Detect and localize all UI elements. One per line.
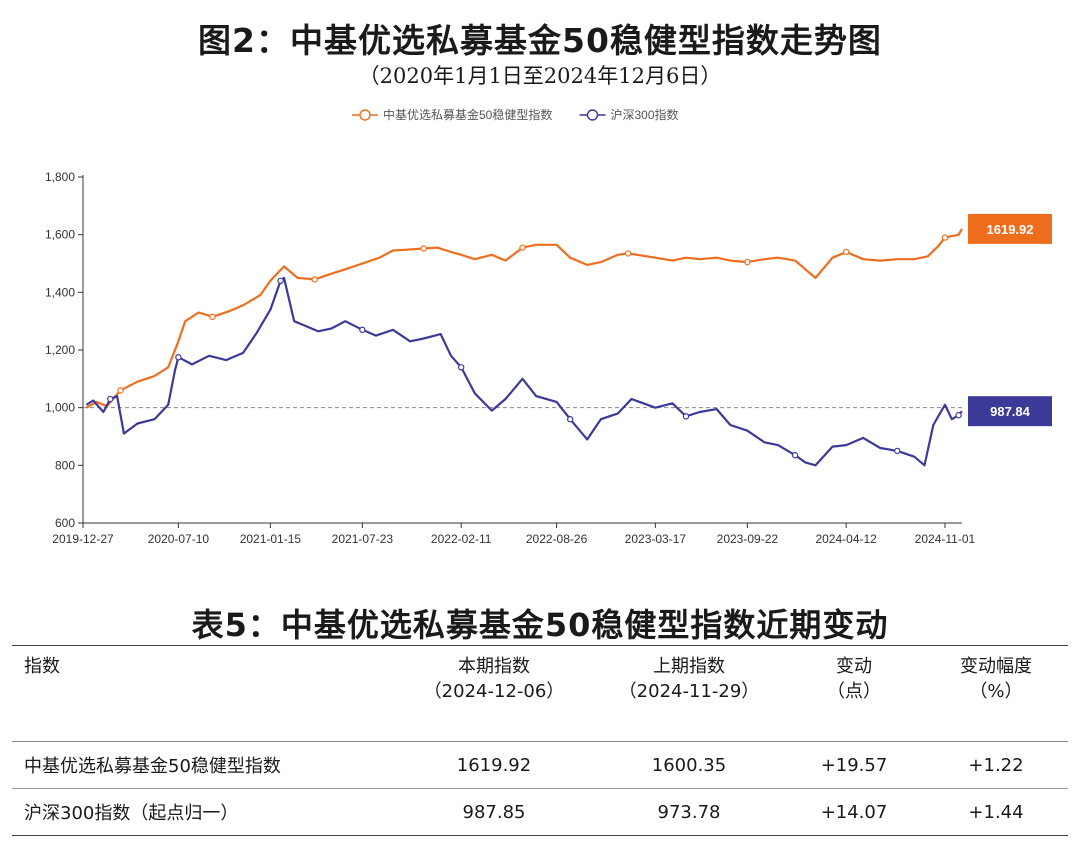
x-tick-label: 2020-07-10 xyxy=(148,532,210,546)
figure-subtitle: （2020年1月1日至2024年12月6日） xyxy=(358,64,722,88)
x-tick-label: 2024-11-01 xyxy=(915,532,976,546)
change-table: 指数 本期指数 （2024-12-06） 上期指数 （2024-11-29） 变… xyxy=(12,645,1068,836)
y-tick-label: 1,800 xyxy=(45,170,75,184)
table-row: 中基优选私募基金50稳健型指数 1619.92 1600.35 +19.57 +… xyxy=(12,741,1068,789)
line-chart: 600 800 1,000 1,200 1,400 1,600 1,800 2019-12-2… xyxy=(45,107,1052,546)
x-tick-label: 2023-03-17 xyxy=(625,532,687,546)
series-marker xyxy=(842,248,850,256)
header-previous: 上期指数 （2024-11-29） xyxy=(594,645,784,742)
cell-change: +19.57 xyxy=(784,741,924,789)
series-marker xyxy=(117,387,124,394)
cell-change: +14.07 xyxy=(784,788,924,836)
series-marker xyxy=(175,354,182,361)
series-marker xyxy=(566,416,574,423)
cell-previous: 1600.35 xyxy=(594,741,784,789)
x-tick-label: 2022-08-26 xyxy=(526,532,588,546)
end-value-label: 987.84 xyxy=(990,404,1031,419)
series-marker xyxy=(311,276,318,283)
cell-change-pct: +1.44 xyxy=(924,788,1068,836)
x-tick-label: 2023-09-22 xyxy=(717,532,779,546)
y-tick-label: 800 xyxy=(55,458,75,472)
series-marker xyxy=(359,326,366,334)
series-marker xyxy=(941,234,949,241)
header-index-name: 指数 xyxy=(12,645,394,742)
series-marker xyxy=(955,412,962,419)
x-tick-label: 2021-01-15 xyxy=(240,532,302,546)
legend-marker xyxy=(359,109,371,121)
series-marker xyxy=(277,277,284,284)
table-header-row: 指数 本期指数 （2024-12-06） 上期指数 （2024-11-29） 变… xyxy=(12,645,1068,742)
series-marker xyxy=(457,364,465,371)
y-tick-label: 1,000 xyxy=(45,401,75,415)
series-marker xyxy=(209,313,216,321)
x-tick-label: 2021-07-23 xyxy=(332,532,394,546)
series-marker xyxy=(791,452,799,459)
end-value-box xyxy=(968,213,1052,244)
cell-index-name: 沪深300指数（起点归一） xyxy=(12,788,394,836)
legend-marker xyxy=(586,109,599,121)
end-value-box xyxy=(968,396,1052,427)
x-tick-label: 2022-02-11 xyxy=(431,532,492,546)
y-tick-label: 600 xyxy=(55,516,75,530)
series-marker xyxy=(420,245,427,252)
cell-change-pct: +1.22 xyxy=(924,741,1068,789)
header-current: 本期指数 （2024-12-06） xyxy=(394,645,594,742)
cell-current: 987.85 xyxy=(394,788,594,836)
x-tick-label: 2019-12-27 xyxy=(52,532,114,546)
cell-index-name: 中基优选私募基金50稳健型指数 xyxy=(12,741,394,789)
end-value-label: 1619.92 xyxy=(987,222,1034,237)
legend-label: 沪深300指数 xyxy=(611,107,679,122)
figure-title: 图2：中基优选私募基金50稳健型指数走势图 xyxy=(198,21,882,60)
header-change: 变动 （点） xyxy=(784,645,924,742)
cell-previous: 973.78 xyxy=(594,788,784,836)
table-row: 沪深300指数（起点归一） 987.85 973.78 +14.07 +1.44 xyxy=(12,788,1068,836)
y-tick-label: 1,400 xyxy=(45,285,75,299)
table-title: 表5：中基优选私募基金50稳健型指数近期变动 xyxy=(191,606,889,644)
y-tick-label: 1,600 xyxy=(45,228,75,242)
series-marker xyxy=(107,395,114,403)
x-tick-label: 2024-04-12 xyxy=(815,532,877,546)
cell-current: 1619.92 xyxy=(394,741,594,789)
series-marker xyxy=(744,258,751,266)
series-marker xyxy=(682,413,690,420)
legend-label: 中基优选私募基金50稳健型指数 xyxy=(383,107,552,122)
series-marker xyxy=(894,447,901,455)
series-marker xyxy=(624,250,632,257)
header-change-pct: 变动幅度 （%） xyxy=(924,645,1068,742)
series-marker xyxy=(519,244,526,251)
y-tick-label: 1,200 xyxy=(45,343,75,357)
series-line xyxy=(85,276,963,467)
